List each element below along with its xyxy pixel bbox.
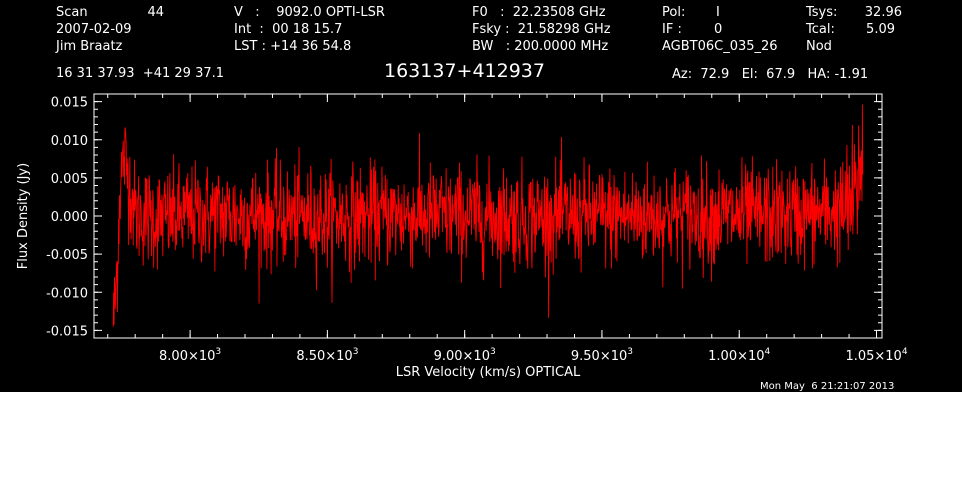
sky-frequency: Fsky : 21.58298 GHz bbox=[472, 22, 611, 37]
y-tick-label: 0.010 bbox=[51, 134, 88, 149]
source-name: 163137+412937 bbox=[384, 60, 545, 82]
polarization-value: I bbox=[716, 5, 720, 20]
tsys-value: 32.96 bbox=[864, 5, 902, 20]
x-tick-label: 1.05×104 bbox=[845, 347, 907, 364]
y-axis-label: Flux Density (Jy) bbox=[16, 163, 31, 269]
x-tick-label: 9.00×103 bbox=[434, 347, 496, 364]
polarization-label: Pol: bbox=[662, 5, 686, 20]
observer-name: Jim Braatz bbox=[56, 39, 123, 54]
timestamp: Mon May 6 21:21:07 2013 bbox=[760, 381, 895, 392]
observing-mode: Nod bbox=[806, 39, 832, 54]
observation-date: 2007-02-09 bbox=[56, 22, 132, 37]
x-axis-label: LSR Velocity (km/s) OPTICAL bbox=[396, 365, 581, 380]
x-tick-label: 9.50×103 bbox=[571, 347, 633, 364]
scan-number: 44 bbox=[147, 5, 164, 20]
tcal-value: 5.09 bbox=[866, 22, 895, 37]
y-tick-label: 0.015 bbox=[51, 96, 88, 111]
y-tick-label: 0.000 bbox=[51, 210, 88, 225]
y-tick-label: -0.010 bbox=[46, 286, 88, 301]
tsys-label: Tsys: bbox=[806, 5, 838, 20]
x-tick-label: 8.00×103 bbox=[159, 347, 221, 364]
x-tick-label: 1.00×104 bbox=[708, 347, 770, 364]
velocity-info: V : 9092.0 OPTI-LSR bbox=[234, 5, 385, 20]
ra-dec-coordinates: 16 31 37.93 +41 29 37.1 bbox=[56, 66, 225, 81]
x-tick-label: 8.50×103 bbox=[296, 347, 358, 364]
tcal-label: Tcal: bbox=[806, 22, 835, 37]
spectrum-data-layer bbox=[112, 104, 864, 327]
y-tick-label: 0.005 bbox=[51, 172, 88, 187]
project-id: AGBT06C_035_26 bbox=[662, 39, 778, 54]
rest-frequency: F0 : 22.23508 GHz bbox=[472, 5, 606, 20]
spectrum-chart: 0.015 0.010 0.005 0.000 -0.005 -0.010 -0.015 8.… bbox=[16, 93, 908, 380]
integration-time: Int : 00 18 15.7 bbox=[234, 22, 343, 37]
scan-label: Scan bbox=[56, 5, 88, 20]
y-tick-label: -0.015 bbox=[46, 324, 88, 339]
axes-layer: 0.015 0.010 0.005 0.000 -0.005 -0.010 -0.015 8.… bbox=[16, 94, 908, 380]
if-value: 0 bbox=[714, 22, 723, 37]
if-label: IF : bbox=[662, 22, 682, 37]
spectrum-series-line bbox=[112, 104, 864, 327]
y-tick-label: -0.005 bbox=[46, 248, 88, 263]
spectrum-plot-panel: Scan 44 2007-02-09 Jim Braatz 16 31 37.9… bbox=[0, 0, 962, 392]
az-el-ha: Az: 72.9 El: 67.9 HA: -1.91 bbox=[672, 67, 869, 82]
bandwidth: BW : 200.0000 MHz bbox=[472, 39, 609, 54]
lst-info: LST : +14 36 54.8 bbox=[234, 39, 352, 54]
